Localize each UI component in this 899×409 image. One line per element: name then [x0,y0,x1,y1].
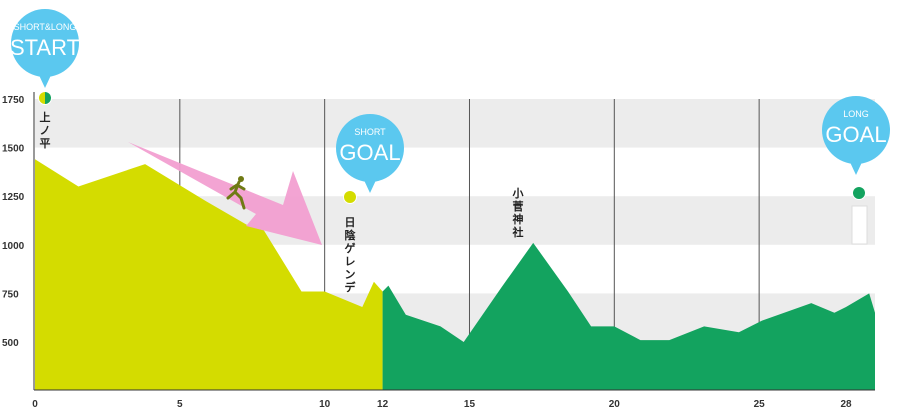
runner-body [226,180,246,210]
x-tick-label: 0 [32,399,38,409]
long-goal-balloon-tail [849,160,863,175]
long-goal-balloon-circle [822,96,890,164]
y-tick-label: 500 [2,338,19,349]
start-label-top: SHORT&LONG [14,22,77,32]
short-goal-balloon-tail [363,178,377,193]
start-balloon: SHORT&LONG START [10,9,80,88]
runner-icon [226,176,246,210]
short-goal-balloon-circle [336,114,404,182]
band-0 [35,99,875,148]
long-goal-balloon: LONG GOAL [822,96,890,175]
y-tick-label: 1000 [2,241,25,252]
y-tick-label: 1250 [2,192,25,203]
place-char: 平 [40,137,51,150]
y-tick-labels: 500 750 1000 1250 1500 1750 [2,95,25,349]
x-tick-label: 28 [840,399,852,409]
y-tick-label: 1750 [2,95,25,106]
runner-head [238,176,244,182]
x-tick-label: 15 [464,399,476,409]
start-dot-left [39,92,45,104]
place-char: ン [345,269,356,281]
direction-arrow [128,142,322,245]
short-goal-label-main: GOAL [339,140,400,165]
elevation-areas [35,159,875,390]
start-balloon-circle [11,9,79,77]
x-tick-label: 25 [754,399,766,409]
place-char: ゲ [345,241,356,255]
x-tick-label: 20 [609,399,621,409]
long-goal-label-top: LONG [843,109,869,119]
axes [33,92,875,391]
place-char: 小 [512,186,524,200]
long-goal-label-main: GOAL [825,122,886,147]
place-char: デ [345,280,357,294]
short-goal-label-top: SHORT [354,127,386,137]
x-tick-label: 10 [319,399,331,409]
long-goal-dot [853,187,865,199]
y-tick-label: 1500 [2,144,25,155]
elevation-area-1 [382,242,875,390]
start-balloon-tail [38,73,52,88]
place-char: レ [345,256,356,268]
elevation-area-0 [35,159,383,390]
start-label-main: START [10,35,80,60]
x-tick-labels: 0 5 10 12 15 20 25 28 [32,399,852,409]
start-place-label: 上ノ平 [40,110,51,150]
y-tick-label: 750 [2,289,19,300]
short-goal-dot [344,191,356,203]
goal-post [851,205,868,245]
place-char: 上 [40,110,51,124]
place-char: 神 [513,212,524,226]
x-tick-label: 5 [177,399,183,409]
x-tick-label: 12 [377,399,389,409]
short-goal-balloon: SHORT GOAL [336,114,404,193]
place-char: 陰 [345,228,357,242]
decorations [128,142,868,245]
place-char: 日 [345,216,356,229]
place-char: 菅 [513,199,524,213]
place-char: ノ [40,125,51,137]
place-char: 社 [512,225,524,239]
start-dot-right [45,92,51,104]
